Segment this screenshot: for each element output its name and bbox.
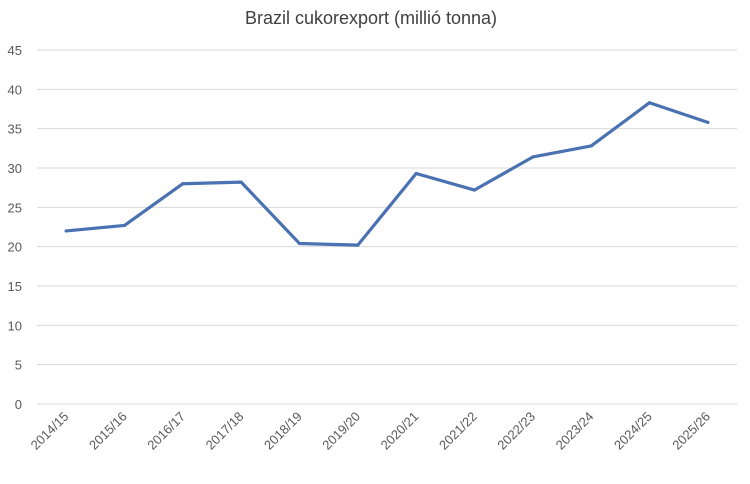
x-tick-label: 2018/19: [261, 409, 305, 453]
y-axis-tick-labels: 0 5 10 15 20 25 30 35 40 45: [8, 43, 22, 412]
data-point: [706, 120, 710, 124]
x-tick-label: 2023/24: [553, 409, 597, 453]
chart-title: Brazil cukorexport (millió tonna): [245, 8, 497, 28]
x-tick-label: 2017/18: [203, 409, 247, 453]
data-point: [414, 171, 418, 176]
x-tick-label: 2020/21: [378, 409, 422, 453]
data-point: [589, 144, 593, 148]
y-tick-label: 30: [8, 161, 22, 176]
y-tick-label: 0: [15, 397, 22, 412]
data-point: [64, 229, 68, 233]
x-tick-label: 2025/26: [669, 409, 713, 453]
gridlines: [37, 49, 737, 405]
data-point: [297, 241, 302, 246]
y-tick-label: 20: [8, 240, 22, 255]
x-tick-label: 2024/25: [611, 409, 655, 453]
data-point: [531, 155, 535, 159]
data-point: [647, 101, 652, 105]
y-tick-label: 40: [8, 82, 22, 97]
y-tick-label: 45: [8, 43, 22, 58]
x-tick-label: 2022/23: [494, 409, 538, 453]
x-tick-label: 2015/16: [86, 409, 130, 453]
y-tick-label: 10: [8, 318, 22, 333]
series-layer: [64, 101, 710, 247]
y-tick-label: 15: [8, 279, 22, 294]
x-tick-label: 2014/15: [28, 409, 72, 453]
data-point: [122, 223, 127, 228]
data-point: [472, 188, 477, 192]
data-point: [356, 243, 360, 247]
data-point: [239, 180, 243, 184]
x-tick-label: 2016/17: [144, 409, 188, 453]
y-tick-label: 25: [8, 200, 22, 215]
x-tick-label: 2021/22: [436, 409, 480, 453]
y-tick-label: 5: [15, 358, 22, 373]
x-tick-label: 2019/20: [319, 409, 363, 453]
series-line: [64, 101, 710, 247]
x-axis-tick-labels: 2014/15 2015/16 2016/17 2017/18 2018/19 2019/…: [28, 409, 714, 453]
y-tick-label: 35: [8, 122, 22, 137]
data-point: [181, 182, 185, 186]
